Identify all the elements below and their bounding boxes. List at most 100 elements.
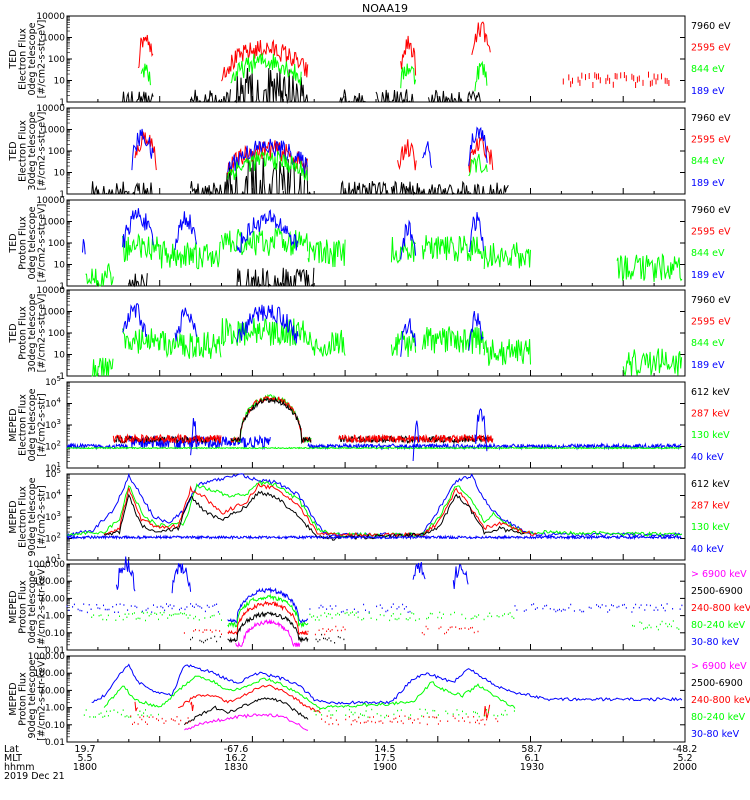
series-red-dome	[227, 600, 309, 636]
series-blue-bursts	[190, 417, 197, 456]
series-red-bursts	[134, 129, 157, 171]
series-blue-bursts	[174, 307, 197, 342]
legend-entry: 240-800 keV	[691, 603, 750, 614]
legend-entry: 189 eV	[691, 86, 725, 97]
y-tick-label: 10	[54, 77, 66, 87]
series-green-bursts	[230, 53, 302, 86]
legend-entry: 7960 eV	[691, 295, 731, 306]
series-green-noise	[483, 338, 531, 366]
series-black-spikes	[390, 180, 509, 196]
legend-entry: 2595 eV	[691, 227, 731, 238]
series-black-spikes	[91, 181, 153, 196]
series-blue-bursts	[412, 562, 426, 580]
y-axis-label: TEDProton Flux0deg telescope[#/cm2-s-str…	[8, 204, 48, 283]
footer-lat-value: 58.7	[521, 744, 542, 755]
series-blue-bursts	[400, 219, 417, 260]
series-green-curve	[103, 675, 516, 710]
series-green-dots	[83, 709, 159, 718]
series-group	[91, 126, 509, 196]
series-blue-band	[66, 534, 682, 541]
panel-frame	[66, 199, 686, 287]
footer-date: 2019 Dec 21	[4, 771, 65, 782]
y-axis-label: TEDElectron Flux30deg telescope[#/cm2-s-…	[8, 111, 48, 190]
series-black-spikes	[122, 91, 154, 103]
legend-entry: 130 keV	[691, 430, 730, 441]
panel-frame	[66, 473, 686, 561]
legend-entry: 80-240 keV	[691, 712, 746, 723]
series-blue-band	[221, 434, 271, 451]
legend-entry: 30-80 keV	[691, 729, 740, 740]
series-green-noise	[221, 227, 309, 256]
panel-frame	[66, 15, 686, 103]
series-red-bursts	[471, 21, 491, 56]
footer-hhmm-value: 1930	[520, 762, 544, 773]
legend-entry: 189 eV	[691, 270, 725, 281]
y-tick-label: 102	[45, 440, 61, 453]
series-magenta-dome	[235, 618, 301, 648]
y-tick-label: 1.00	[45, 704, 65, 714]
legend-entry: 844 eV	[691, 338, 725, 349]
y-tick-label: 1000	[42, 218, 65, 228]
y-tick-label: 105	[45, 467, 61, 480]
footer-hhmm-value: 1900	[373, 762, 397, 773]
series-group	[66, 472, 683, 541]
series-black-dome	[227, 611, 309, 643]
series-green-noise	[421, 326, 484, 355]
series-blue-curve	[91, 663, 683, 705]
y-tick-label: 10000	[36, 104, 65, 114]
y-tick-label: 101	[45, 461, 61, 474]
series-black-curve	[184, 697, 309, 726]
legend-entry: 30-80 keV	[691, 637, 740, 648]
series-green-noise	[159, 240, 222, 270]
legend-entry: 130 keV	[691, 522, 730, 533]
series-red-band	[112, 432, 222, 445]
series-green-noise	[122, 233, 161, 263]
legend-entry: 844 eV	[691, 248, 725, 259]
series-black-curve	[103, 490, 525, 541]
footer-lat-value: -67.6	[224, 744, 249, 755]
legend-entry: > 6900 keV	[691, 661, 747, 672]
series-red-bursts	[397, 139, 417, 171]
series-blue-bursts	[171, 563, 192, 594]
series-blue-bursts	[468, 212, 484, 253]
legend-entry: 2595 eV	[691, 317, 731, 328]
series-green-noise	[421, 235, 484, 262]
series-black-spikes	[375, 89, 414, 104]
legend-entry: 612 keV	[691, 387, 730, 398]
series-black-spikes	[338, 89, 367, 104]
series-green-noise	[307, 239, 346, 268]
legend-entry: 189 eV	[691, 360, 725, 371]
series-blue-bursts	[122, 303, 148, 338]
y-axis-label: MEPEDProton Flux0deg telescope[#/cm2-s-s…	[8, 565, 48, 649]
series-black-spikes	[128, 273, 148, 288]
y-axis-label: TEDProton Flux30deg telescope[#/cm2-s-st…	[8, 293, 48, 372]
series-red-curve	[178, 684, 321, 714]
series-group	[91, 303, 683, 377]
legend-entry: 40 keV	[691, 452, 724, 463]
legend-entry: 612 keV	[691, 479, 730, 490]
series-green-bursts	[474, 60, 488, 92]
footer-mlt-value: 5.5	[77, 753, 92, 764]
panel-frame	[66, 289, 686, 377]
series-red-bursts	[190, 701, 194, 711]
series-group	[66, 393, 682, 462]
y-tick-label: 1000.00	[28, 560, 65, 570]
series-blue-bursts	[174, 211, 197, 251]
series-black-spikes	[221, 157, 315, 195]
series-group	[83, 663, 683, 731]
legend-entry: 2595 eV	[691, 43, 731, 54]
series-black-spikes	[428, 89, 485, 103]
panel-frame	[66, 655, 686, 743]
y-tick-label: 101	[45, 553, 61, 566]
series-blue-bursts	[474, 408, 488, 452]
footer-lat-value: 14.5	[374, 744, 395, 755]
series-green-dots	[91, 611, 222, 622]
series-blue-bursts	[122, 208, 154, 248]
panel-frame	[66, 381, 686, 469]
legend-entry: > 6900 keV	[691, 569, 747, 580]
chart-title: NOAA19	[362, 2, 408, 15]
